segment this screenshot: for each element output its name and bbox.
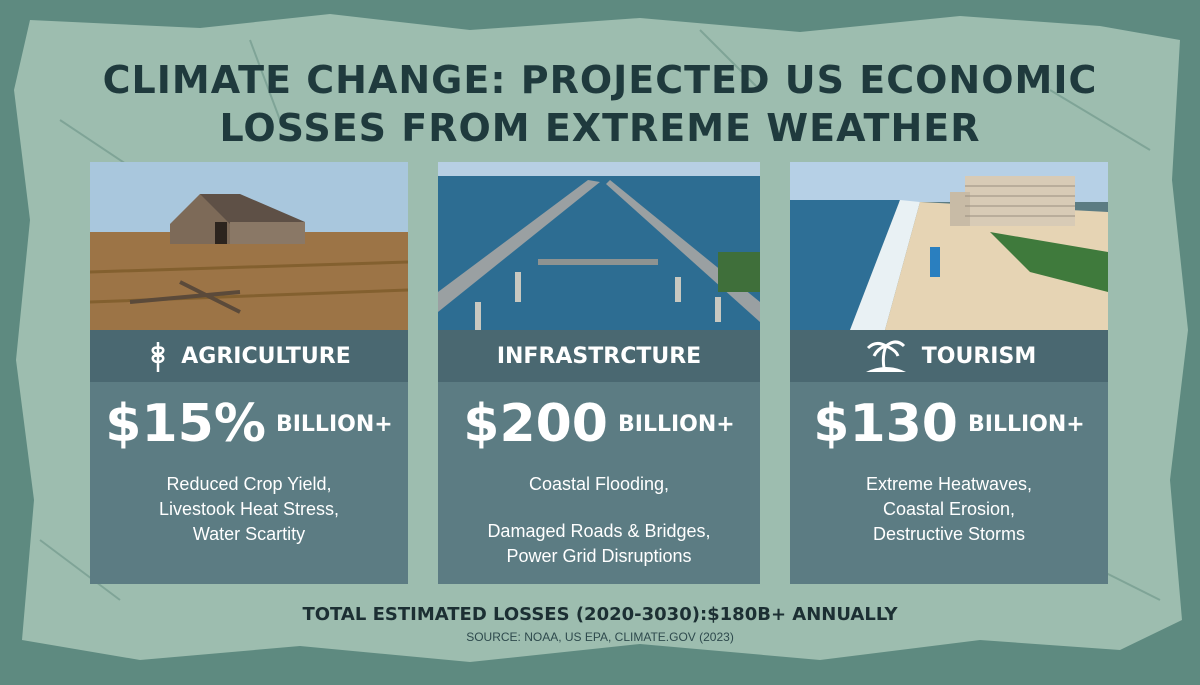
category-card: INFRASTRCTURE $200 BILLION+ Coastal Floodin… (438, 162, 760, 584)
total-losses: TOTAL ESTIMATED LOSSES (2020-3030):$180B… (302, 604, 898, 625)
category-name: INFRASTRCTURE (496, 343, 702, 369)
card-header: INFRASTRCTURE (438, 330, 760, 382)
palm-icon (865, 340, 906, 372)
beach-image (790, 162, 1108, 330)
impact-line: Livestook Heat Stress, (158, 499, 340, 519)
title: CLIMATE CHANGE: PROJECTED US ECONOMIC LOS… (0, 56, 1200, 152)
bridge-image (438, 162, 760, 330)
farm-image (90, 162, 408, 330)
amount-value: $130 (813, 394, 958, 454)
impact-list: Coastal Flooding, Damaged Roads & Bridges… (438, 472, 760, 569)
amount-unit: BILLION+ (275, 411, 393, 437)
impact-group: Reduced Crop Yield, Livestook Heat Stress… (90, 472, 408, 547)
card-header: TOURISM (790, 330, 1108, 382)
title-line: CLIMATE CHANGE: PROJECTED US ECONOMIC (102, 58, 1098, 102)
impact-line: Power Grid Disruptions (506, 546, 692, 566)
impact-line: Damaged Roads & Bridges, (487, 521, 711, 541)
impact-line: Reduced Crop Yield, (166, 474, 332, 494)
impact-line: Coastal Erosion, (882, 499, 1016, 519)
impact-line: Coastal Flooding, (528, 474, 670, 494)
category-name: AGRICULTURE (181, 343, 351, 369)
impact-group: Coastal Flooding, (438, 472, 760, 497)
impact-list: Extreme Heatwaves, Coastal Erosion, Destru… (790, 472, 1108, 547)
impact-list: Reduced Crop Yield, Livestook Heat Stress… (90, 472, 408, 547)
amount-value: $15% (105, 394, 266, 454)
card-header: AGRICULTURE (90, 330, 408, 382)
impact-line: Water Scartity (192, 524, 306, 544)
impact-line: Extreme Heatwaves, (865, 474, 1033, 494)
source: SOURCE: NOAA, US EPA, CLIMATE.GOV (2023) (466, 630, 734, 644)
loss-amount: $200 BILLION+ (438, 394, 760, 454)
impact-group: Extreme Heatwaves, Coastal Erosion, Destru… (790, 472, 1108, 547)
wheat-icon (151, 342, 165, 372)
category-card: TOURISM $130 BILLION+ Extreme Heatwaves, Coa… (790, 162, 1108, 584)
impact-group: Damaged Roads & Bridges, Power Grid Disru… (438, 519, 760, 569)
amount-unit: BILLION+ (618, 411, 735, 437)
category-name: TOURISM (921, 343, 1037, 369)
loss-amount: $15% BILLION+ (90, 394, 408, 454)
impact-line: Destructive Storms (872, 524, 1026, 544)
title-line: LOSSES FROM EXTREME WEATHER (219, 106, 981, 150)
category-card: AGRICULTURE $15% BILLION+ Reduced Crop Yiel… (90, 162, 408, 584)
amount-unit: BILLION+ (968, 411, 1085, 437)
amount-value: $200 (463, 394, 608, 454)
loss-amount: $130 BILLION+ (790, 394, 1108, 454)
